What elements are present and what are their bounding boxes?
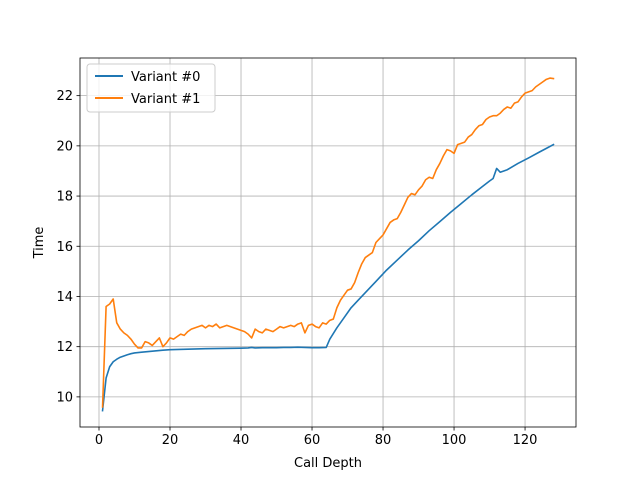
x-tick-label: 80 bbox=[375, 433, 392, 448]
plot-frame bbox=[79, 57, 577, 428]
y-tick-label: 12 bbox=[56, 340, 73, 355]
y-tick-label: 10 bbox=[56, 390, 73, 405]
series-line-variant-0 bbox=[101, 143, 555, 412]
y-tick-label: 18 bbox=[56, 190, 73, 205]
series-line-variant-1 bbox=[101, 77, 555, 408]
y-tick-label: 22 bbox=[56, 89, 73, 104]
y-tick-label: 20 bbox=[56, 139, 73, 154]
legend-label-variant-0: Variant #0 bbox=[131, 70, 200, 85]
x-tick-label: 20 bbox=[162, 433, 179, 448]
x-tick-label: 40 bbox=[233, 433, 250, 448]
y-axis-ticks: 10 12 14 16 18 20 22 bbox=[56, 89, 80, 405]
y-tick-label: 14 bbox=[56, 290, 73, 305]
x-tick-label: 100 bbox=[442, 433, 467, 448]
x-axis-label: Call Depth bbox=[294, 456, 362, 471]
x-axis-ticks: 0 20 40 60 80 100 120 bbox=[95, 427, 538, 448]
y-axis-label: Time bbox=[32, 227, 47, 260]
legend-label-variant-1: Variant #1 bbox=[131, 92, 200, 107]
x-tick-label: 120 bbox=[513, 433, 538, 448]
y-tick-label: 16 bbox=[56, 240, 73, 255]
series-lines bbox=[101, 77, 555, 412]
x-tick-label: 0 bbox=[95, 433, 103, 448]
legend: Variant #0 Variant #1 bbox=[86, 63, 216, 113]
x-tick-label: 60 bbox=[304, 433, 321, 448]
